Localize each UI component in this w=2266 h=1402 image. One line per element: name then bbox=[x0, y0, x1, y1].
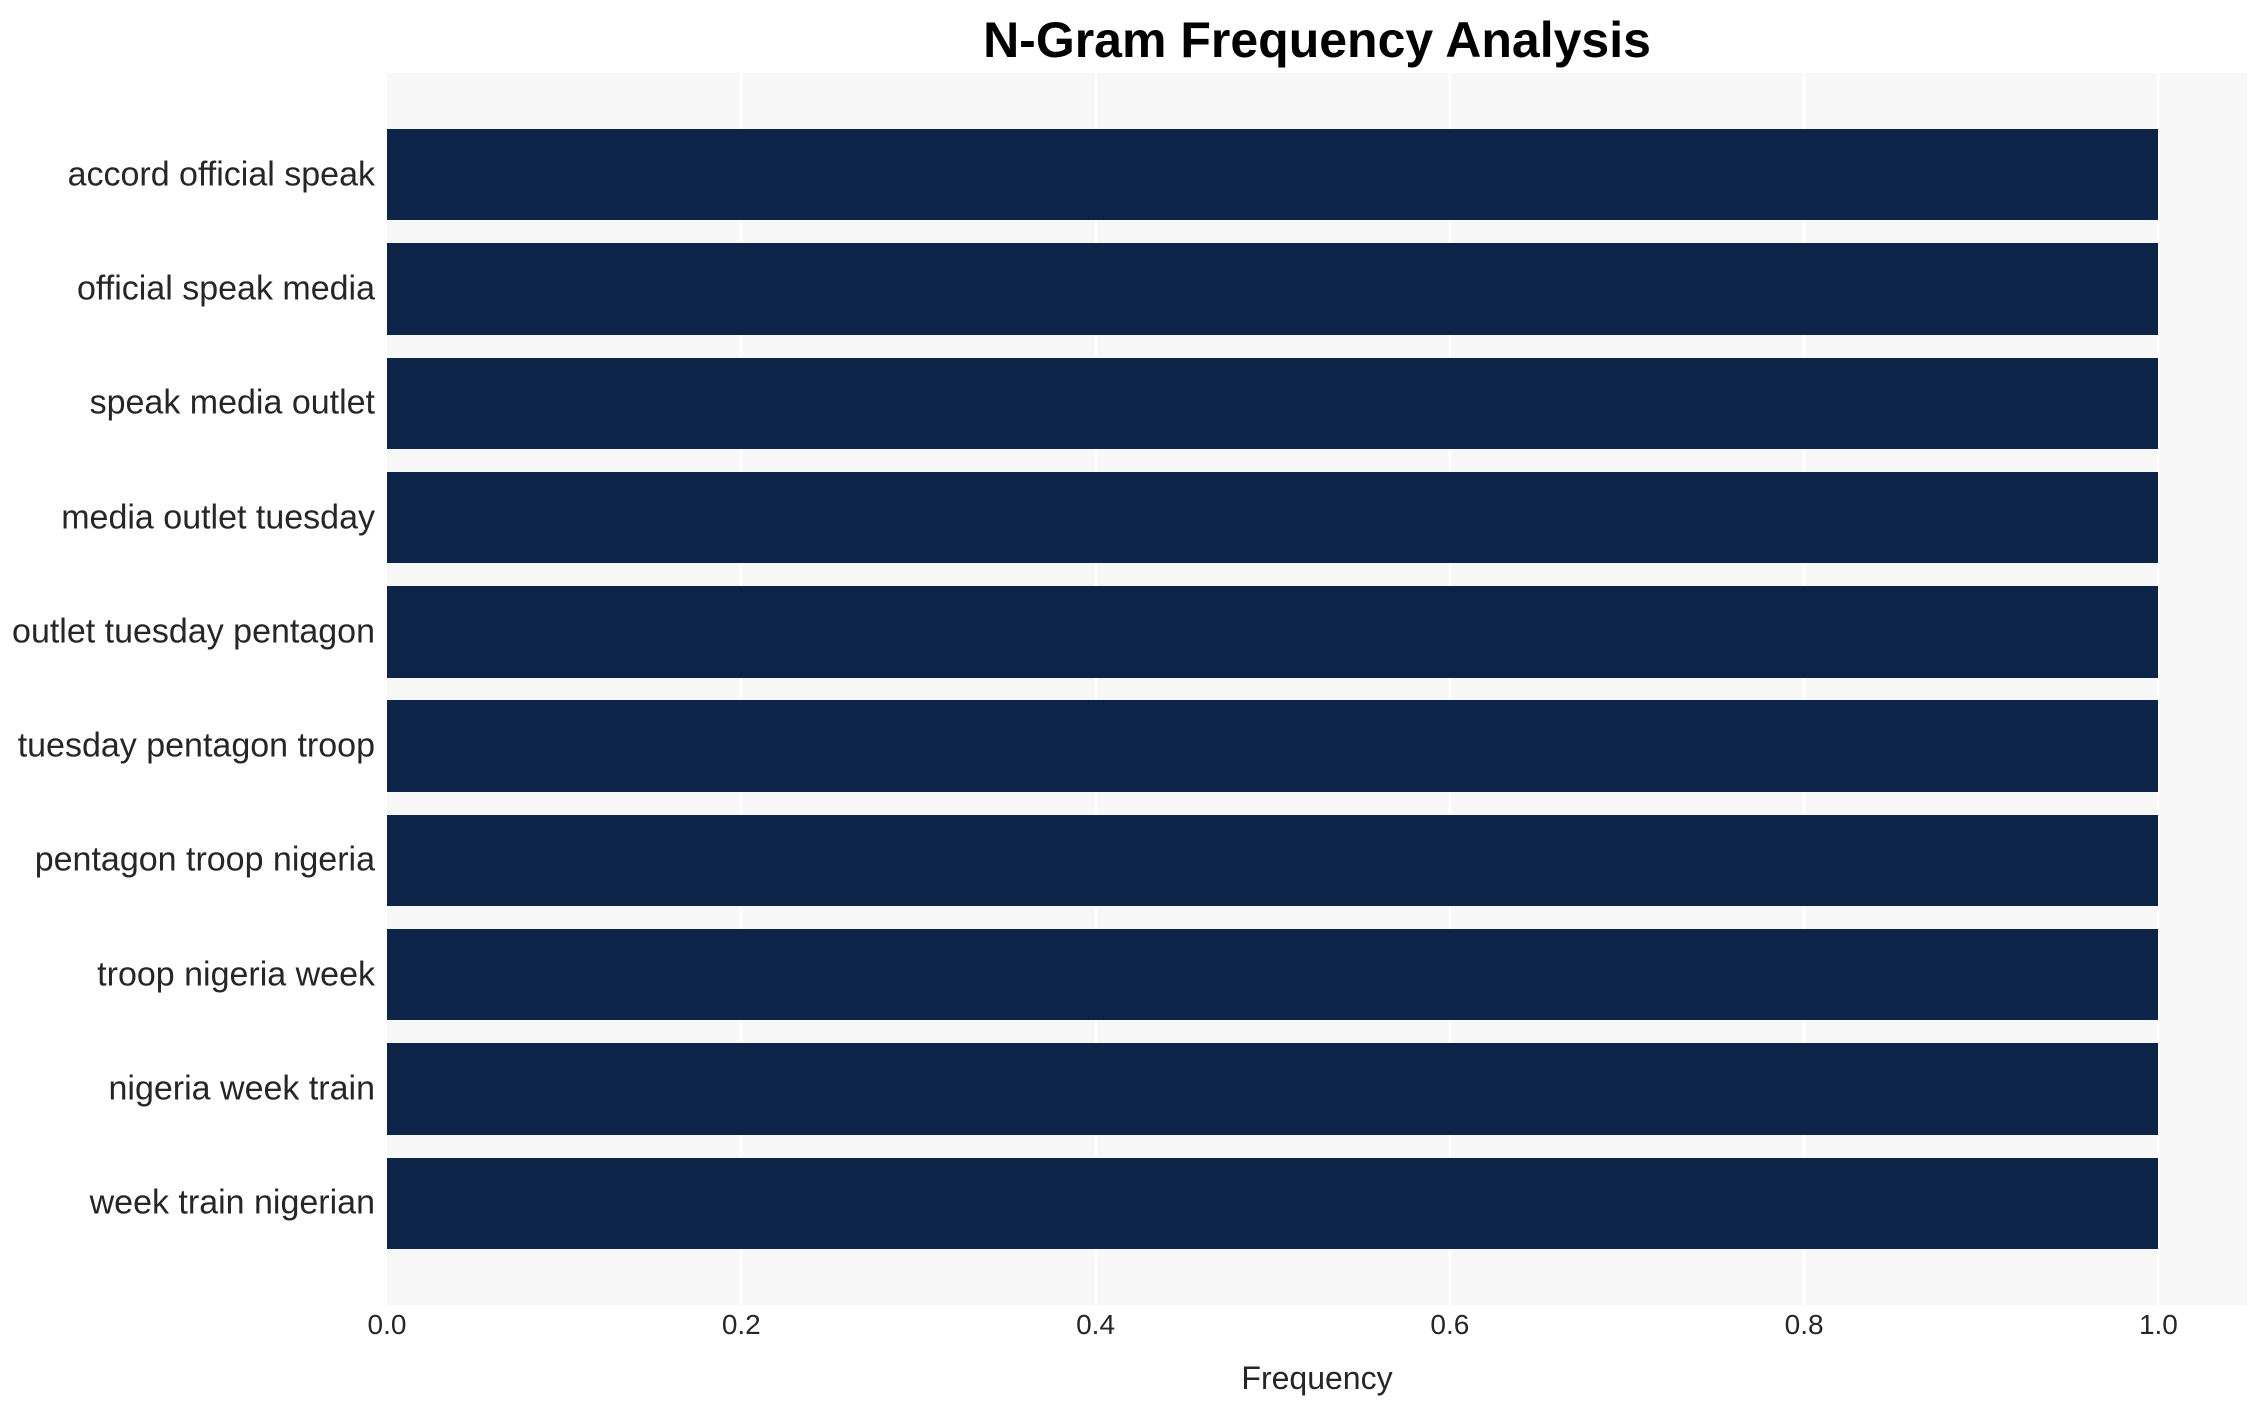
x-tick-label: 0.6 bbox=[1430, 1309, 1470, 1340]
y-axis-label: media outlet tuesday bbox=[61, 498, 375, 537]
x-tick-label: 0.0 bbox=[367, 1309, 407, 1340]
bar bbox=[387, 357, 2159, 449]
y-axis-label: accord official speak bbox=[67, 155, 375, 194]
x-axis: 0.0 0.2 0.4 0.6 0.8 1.0 bbox=[368, 1309, 2247, 1351]
y-axis-label: pentagon troop nigeria bbox=[34, 840, 375, 879]
y-axis-label: official speak media bbox=[77, 269, 375, 308]
plot-area bbox=[387, 73, 2247, 1305]
y-axis-label: tuesday pentagon troop bbox=[17, 726, 375, 765]
x-tick-label: 0.2 bbox=[721, 1309, 761, 1340]
bar bbox=[387, 929, 2159, 1021]
x-gridline bbox=[1094, 73, 1098, 1305]
chart-title: N-Gram Frequency Analysis bbox=[983, 12, 1651, 68]
x-tick-label: 0.8 bbox=[1784, 1309, 1824, 1340]
x-axis-title: Frequency bbox=[1241, 1360, 1393, 1396]
x-gridline bbox=[1802, 73, 1806, 1305]
y-axis: accord official speak official speak medi… bbox=[0, 73, 375, 1305]
x-gridline bbox=[2156, 73, 2160, 1305]
y-axis-label: troop nigeria week bbox=[97, 955, 375, 994]
x-tick-label: 1.0 bbox=[2138, 1309, 2178, 1340]
y-axis-label: week train nigerian bbox=[89, 1183, 375, 1222]
bar bbox=[387, 814, 2159, 907]
x-gridline bbox=[739, 73, 743, 1305]
y-axis-label: speak media outlet bbox=[89, 383, 375, 422]
bar bbox=[387, 243, 2159, 335]
bar bbox=[387, 129, 2159, 221]
y-axis-label: nigeria week train bbox=[108, 1069, 375, 1108]
bar bbox=[387, 1043, 2159, 1135]
bar bbox=[387, 471, 2159, 564]
bar bbox=[387, 1157, 2159, 1249]
bar bbox=[387, 586, 2159, 678]
y-axis-label: outlet tuesday pentagon bbox=[12, 612, 375, 651]
x-tick-label: 0.4 bbox=[1076, 1309, 1116, 1340]
x-gridline bbox=[1448, 73, 1452, 1305]
bar bbox=[387, 700, 2159, 792]
